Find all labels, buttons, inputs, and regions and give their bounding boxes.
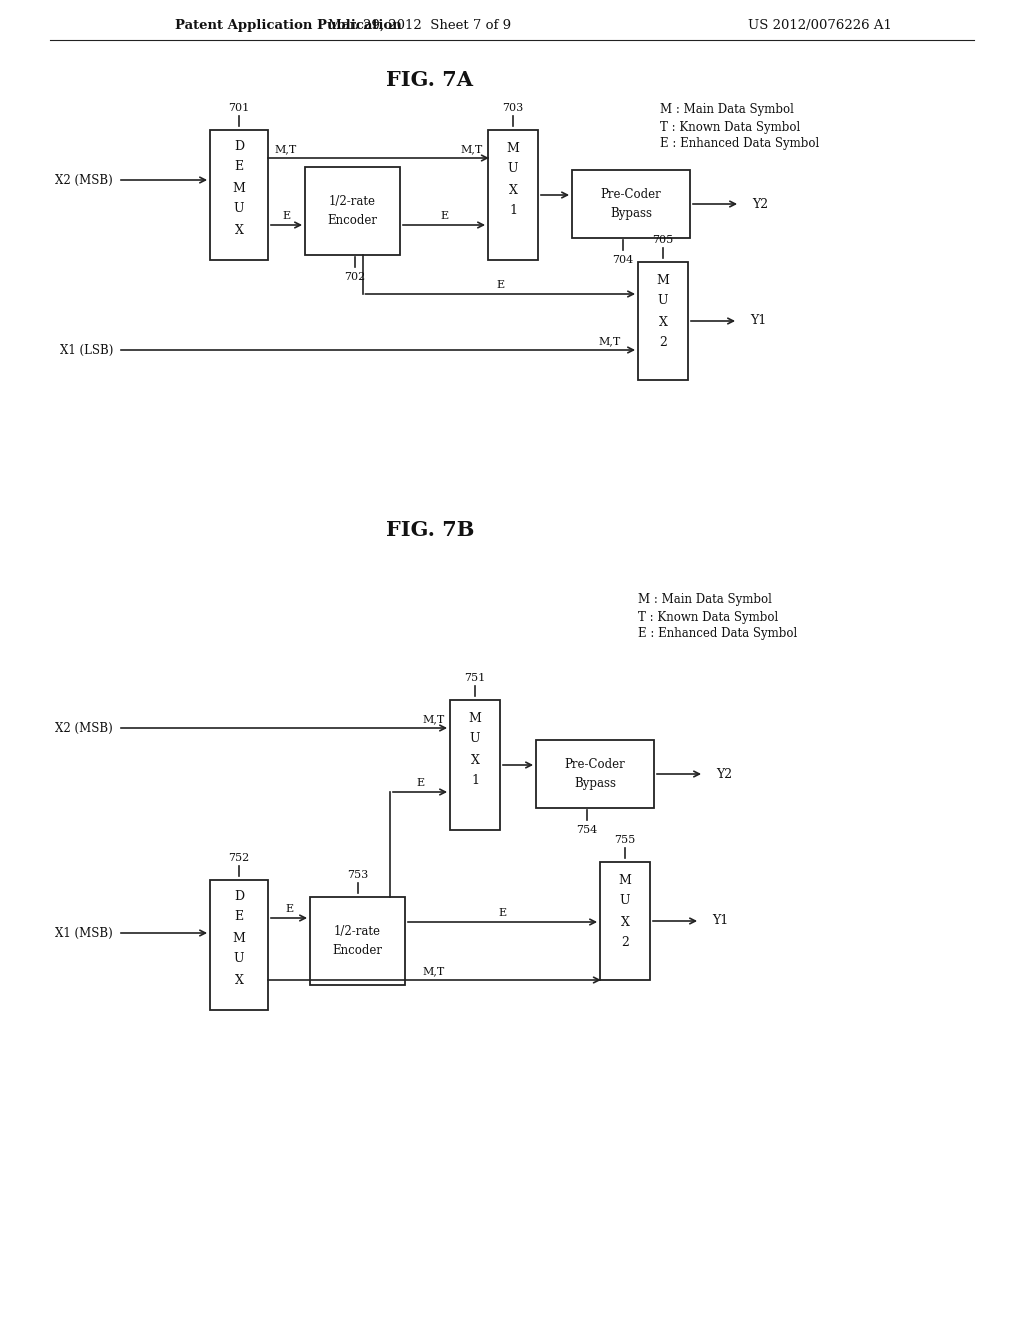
Text: X: X [509,183,517,197]
Text: M,T: M,T [423,966,445,975]
Text: M : Main Data Symbol: M : Main Data Symbol [638,594,772,606]
Text: Pre-Coder: Pre-Coder [564,759,626,771]
Text: E: E [234,911,244,924]
Text: 752: 752 [228,853,250,863]
Text: US 2012/0076226 A1: US 2012/0076226 A1 [749,18,892,32]
Text: U: U [233,202,245,215]
Text: Encoder: Encoder [333,944,383,957]
Text: M,T: M,T [461,144,483,154]
Text: 754: 754 [577,825,598,836]
Text: Bypass: Bypass [610,206,652,219]
Bar [536,741,654,808]
Text: M: M [232,181,246,194]
Text: X: X [621,916,630,928]
Text: 1/2-rate: 1/2-rate [334,925,381,939]
Text: E : Enhanced Data Symbol: E : Enhanced Data Symbol [660,137,819,150]
Text: 705: 705 [652,235,674,246]
Text: Bypass: Bypass [574,776,616,789]
Text: 702: 702 [344,272,366,282]
Text: Y2: Y2 [752,198,768,210]
Text: Encoder: Encoder [328,214,378,227]
Text: E: E [497,280,504,290]
Text: 1: 1 [471,775,479,788]
Text: X1 (LSB): X1 (LSB) [59,343,113,356]
Text: X1 (MSB): X1 (MSB) [55,927,113,940]
Bar [600,862,650,979]
Bar [210,129,268,260]
Text: U: U [657,294,669,308]
Text: U: U [233,953,245,965]
Text: M,T: M,T [274,144,297,154]
Text: X: X [658,315,668,329]
Bar [305,168,400,255]
Text: 1/2-rate: 1/2-rate [329,195,376,209]
Text: M,T: M,T [423,714,445,723]
Bar [572,170,690,238]
Text: X: X [471,754,479,767]
Text: Y1: Y1 [712,915,728,928]
Text: D: D [233,140,244,153]
Text: 2: 2 [622,936,629,949]
Text: FIG. 7B: FIG. 7B [386,520,474,540]
Text: E: E [440,211,449,220]
Text: E: E [234,161,244,173]
Text: 703: 703 [503,103,523,114]
Text: Pre-Coder: Pre-Coder [601,189,662,202]
Text: M: M [656,273,670,286]
Text: 704: 704 [612,255,634,265]
Bar [638,261,688,380]
Text: 2: 2 [659,337,667,350]
Bar [450,700,500,830]
Text: 755: 755 [614,836,636,845]
Text: E: E [499,908,507,917]
Text: Mar. 29, 2012  Sheet 7 of 9: Mar. 29, 2012 Sheet 7 of 9 [329,18,512,32]
Text: M: M [232,932,246,945]
Text: M,T: M,T [599,337,622,346]
Text: M: M [618,874,632,887]
Text: E : Enhanced Data Symbol: E : Enhanced Data Symbol [638,627,798,640]
Text: D: D [233,890,244,903]
Text: Y2: Y2 [716,767,732,780]
Text: X: X [234,223,244,236]
Text: T : Known Data Symbol: T : Known Data Symbol [638,610,778,623]
Text: 751: 751 [464,673,485,682]
Text: U: U [470,733,480,746]
Text: X2 (MSB): X2 (MSB) [55,722,113,734]
Text: U: U [620,895,630,908]
Text: 701: 701 [228,103,250,114]
Text: M : Main Data Symbol: M : Main Data Symbol [660,103,794,116]
Bar [488,129,538,260]
Bar [210,880,268,1010]
Text: FIG. 7A: FIG. 7A [386,70,473,90]
Text: M: M [469,711,481,725]
Text: Patent Application Publication: Patent Application Publication [175,18,401,32]
Text: X: X [234,974,244,986]
Text: 1: 1 [509,205,517,218]
Text: M: M [507,141,519,154]
Text: E: E [416,777,424,788]
Text: E: E [285,904,293,913]
Text: U: U [508,162,518,176]
Text: 753: 753 [347,870,368,880]
Text: Y1: Y1 [750,314,766,327]
Text: E: E [283,211,291,220]
Text: T : Known Data Symbol: T : Known Data Symbol [660,120,800,133]
Text: X2 (MSB): X2 (MSB) [55,173,113,186]
Bar [310,898,406,985]
